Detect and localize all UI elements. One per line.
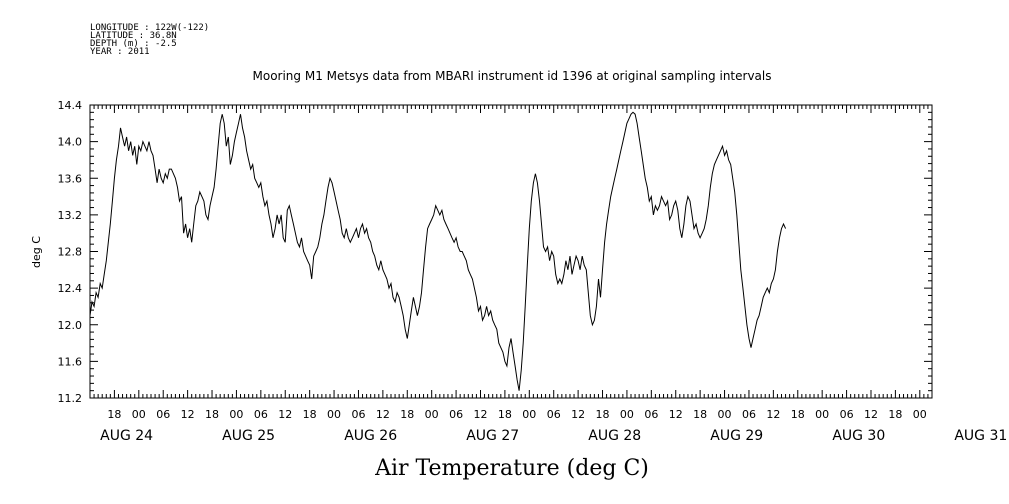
x-tick-label: 18 [205, 408, 219, 421]
x-tick-label: 18 [400, 408, 414, 421]
metadata-line: LONGITUDE : 122W(-122) [90, 23, 209, 33]
x-tick-label: 12 [278, 408, 292, 421]
x-tick-label: 00 [132, 408, 146, 421]
x-tick-label: 06 [449, 408, 463, 421]
x-tick-label: 06 [644, 408, 658, 421]
y-axis: 11.2 11.6 12.0 12.4 12.8 13.2 13.6 14.0 14.4 [58, 99, 932, 405]
x-tick-label: 06 [840, 408, 854, 421]
chart-title: Mooring M1 Metsys data from MBARI instru… [253, 69, 772, 83]
x-tick-label: 06 [254, 408, 268, 421]
x-tick-label: 00 [913, 408, 927, 421]
x-axis-label: Air Temperature (deg C) [374, 456, 649, 481]
x-tick-label: 12 [473, 408, 487, 421]
x-tick-label: 06 [742, 408, 756, 421]
x-tick-label: 18 [498, 408, 512, 421]
day-label: AUG 24 [100, 428, 153, 444]
day-label: AUG 30 [832, 428, 885, 444]
y-tick-label: 14.0 [58, 136, 83, 149]
x-tick-label: 12 [766, 408, 780, 421]
x-tick-label: 00 [620, 408, 634, 421]
x-tick-label: 18 [791, 408, 805, 421]
x-tick-label: 18 [596, 408, 610, 421]
day-label: AUG 27 [466, 428, 519, 444]
x-tick-label: 00 [718, 408, 732, 421]
x-tick-label: 12 [571, 408, 585, 421]
x-axis: 18 00 06 12 18 00 06 12 18 00 06 12 18 00 06 12 18 00 06 12… [89, 105, 1007, 444]
day-label: AUG 28 [588, 428, 641, 444]
x-tick-label: 18 [888, 408, 902, 421]
metadata-line: LATITUDE : 36.8N [90, 31, 177, 41]
y-tick-label: 12.8 [58, 246, 83, 259]
x-tick-label: 00 [522, 408, 536, 421]
x-tick-label: 12 [669, 408, 683, 421]
metadata-block: LONGITUDE : 122W(-122)LATITUDE : 36.8NDE… [90, 23, 209, 57]
x-tick-label: 00 [425, 408, 439, 421]
x-tick-label: 12 [376, 408, 390, 421]
x-tick-label: 18 [693, 408, 707, 421]
y-axis-label: deg C [30, 236, 43, 268]
x-tick-label: 00 [327, 408, 341, 421]
x-tick-label: 18 [303, 408, 317, 421]
x-tick-label: 18 [107, 408, 121, 421]
x-tick-label: 06 [351, 408, 365, 421]
x-tick-label: 06 [156, 408, 170, 421]
y-tick-label: 11.2 [58, 392, 83, 405]
x-tick-label: 12 [181, 408, 195, 421]
day-label: AUG 26 [344, 428, 397, 444]
x-tick-label: 12 [864, 408, 878, 421]
plot-frame [89, 104, 933, 399]
day-label: AUG 31 [954, 428, 1007, 444]
y-tick-label: 12.4 [58, 282, 83, 295]
metadata-line: YEAR : 2011 [90, 47, 150, 57]
series-line-air-temperature [89, 111, 787, 391]
x-tick-label: 06 [547, 408, 561, 421]
y-tick-label: 14.4 [58, 99, 83, 112]
y-tick-label: 11.6 [58, 355, 83, 368]
y-tick-label: 12.0 [58, 319, 83, 332]
y-tick-label: 13.2 [58, 209, 83, 222]
day-label: AUG 29 [710, 428, 763, 444]
y-tick-label: 13.6 [58, 172, 83, 185]
x-tick-label: 00 [815, 408, 829, 421]
metadata-line: DEPTH (m) : -2.5 [90, 39, 177, 49]
day-label: AUG 25 [222, 428, 275, 444]
x-tick-label: 00 [229, 408, 243, 421]
